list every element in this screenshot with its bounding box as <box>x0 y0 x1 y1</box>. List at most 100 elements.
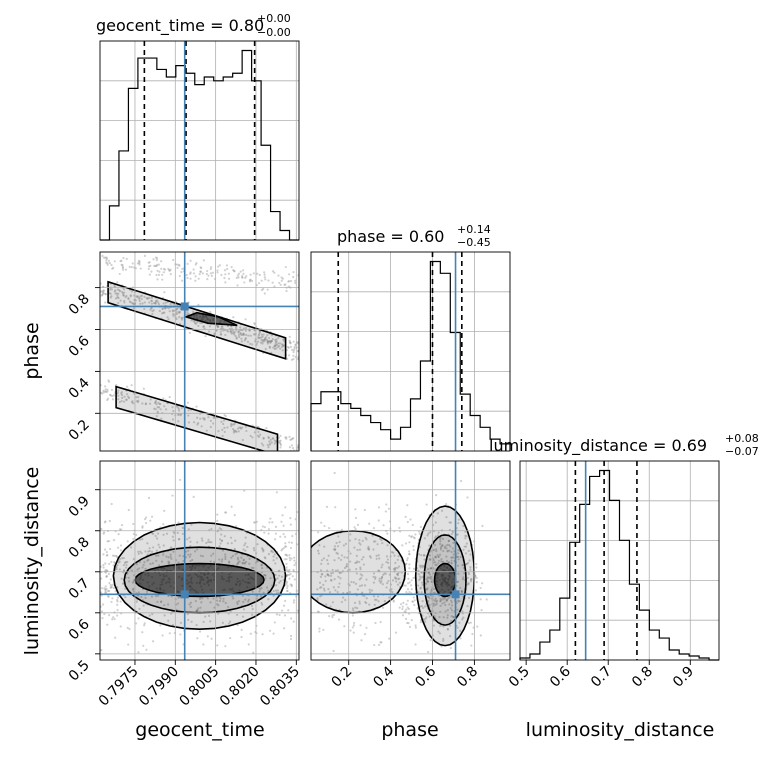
sample-luminosity-distance-vs-phase-219 <box>467 582 470 586</box>
sample-luminosity-distance-vs-phase-828 <box>434 556 437 559</box>
sample-luminosity-distance-vs-geocent-time-511 <box>182 555 185 558</box>
sample-luminosity-distance-vs-geocent-time-324 <box>220 539 223 542</box>
sample-luminosity-distance-vs-geocent-time-224 <box>251 607 254 611</box>
sample-luminosity-distance-vs-phase-331 <box>457 599 460 602</box>
sample-phase-vs-geocent-time-652 <box>230 325 233 328</box>
sample-phase-vs-geocent-time-733 <box>157 302 161 306</box>
sample-luminosity-distance-vs-phase-361 <box>406 621 409 625</box>
sample-luminosity-distance-vs-geocent-time-877 <box>259 588 262 591</box>
sample-luminosity-distance-vs-geocent-time-366 <box>105 574 108 578</box>
sample-luminosity-distance-vs-phase-74 <box>317 552 320 555</box>
sample-luminosity-distance-vs-phase-211 <box>395 580 398 583</box>
sample-phase-vs-geocent-time-827 <box>109 393 112 396</box>
sample-phase-vs-geocent-time-151 <box>236 274 239 277</box>
sample-luminosity-distance-vs-phase-690 <box>358 602 361 605</box>
sample-phase-vs-geocent-time-363 <box>148 296 151 299</box>
sample-luminosity-distance-vs-geocent-time-567 <box>109 547 112 551</box>
sample-luminosity-distance-vs-phase-527 <box>372 572 376 575</box>
sample-luminosity-distance-vs-phase-468 <box>421 583 424 587</box>
sample-phase-vs-geocent-time-713 <box>267 436 270 440</box>
sample-luminosity-distance-vs-phase-44 <box>322 557 326 560</box>
sample-phase-vs-geocent-time-702 <box>167 267 170 270</box>
sample-luminosity-distance-vs-geocent-time-769 <box>188 536 191 539</box>
sample-luminosity-distance-vs-phase-792 <box>386 582 389 585</box>
sample-phase-vs-geocent-time-253 <box>143 295 146 298</box>
sample-phase-vs-geocent-time-281 <box>280 276 283 279</box>
sample-luminosity-distance-vs-geocent-time-342 <box>158 546 161 549</box>
sample-luminosity-distance-vs-phase-568 <box>333 471 336 475</box>
sample-phase-vs-geocent-time-370 <box>189 259 192 262</box>
sample-phase-vs-geocent-time-834 <box>277 336 280 339</box>
sample-phase-vs-geocent-time-9 <box>185 273 188 277</box>
sample-luminosity-distance-vs-phase-583 <box>437 555 440 559</box>
sample-phase-vs-geocent-time-753 <box>273 347 276 351</box>
sample-luminosity-distance-vs-phase-170 <box>450 556 453 559</box>
sample-phase-vs-geocent-time-208 <box>154 401 157 404</box>
sample-luminosity-distance-vs-geocent-time-842 <box>178 538 181 541</box>
sample-phase-vs-geocent-time-780 <box>109 292 112 295</box>
sample-luminosity-distance-vs-geocent-time-639 <box>293 564 296 567</box>
sample-luminosity-distance-vs-phase-194 <box>434 555 437 558</box>
sample-luminosity-distance-vs-phase-596 <box>368 522 371 525</box>
sample-luminosity-distance-vs-phase-47 <box>331 568 334 572</box>
sample-luminosity-distance-vs-geocent-time-337 <box>152 532 155 535</box>
sample-luminosity-distance-vs-geocent-time-130 <box>138 560 141 564</box>
sample-luminosity-distance-vs-phase-241 <box>343 556 346 559</box>
sample-phase-vs-geocent-time-120 <box>273 345 276 348</box>
sample-phase-vs-geocent-time-130 <box>103 256 106 259</box>
sample-luminosity-distance-vs-geocent-time-125 <box>124 587 127 590</box>
sample-luminosity-distance-vs-phase-485 <box>461 564 464 567</box>
sample-luminosity-distance-vs-phase-663 <box>368 555 372 558</box>
sample-luminosity-distance-vs-phase-448 <box>354 561 357 565</box>
sample-phase-vs-geocent-time-681 <box>296 342 299 345</box>
sample-luminosity-distance-vs-geocent-time-471 <box>142 563 145 567</box>
sample-phase-vs-geocent-time-72 <box>199 417 202 420</box>
sample-phase-vs-geocent-time-290 <box>279 442 282 445</box>
sample-luminosity-distance-vs-geocent-time-443 <box>127 508 130 512</box>
sample-phase-vs-geocent-time-110 <box>237 272 241 275</box>
sample-phase-vs-geocent-time-161 <box>291 446 295 450</box>
sample-phase-vs-geocent-time-362 <box>162 397 165 400</box>
sample-phase-vs-geocent-time-738 <box>207 416 210 419</box>
xtick-label-phase-0: 0.2 <box>328 664 355 691</box>
sample-luminosity-distance-vs-phase-427 <box>356 523 360 526</box>
sample-luminosity-distance-vs-geocent-time-116 <box>206 597 209 600</box>
sample-luminosity-distance-vs-phase-135 <box>459 586 462 589</box>
sample-luminosity-distance-vs-phase-165 <box>408 590 411 594</box>
sample-phase-vs-geocent-time-8 <box>199 270 202 273</box>
sample-luminosity-distance-vs-phase-644 <box>461 618 464 621</box>
sample-luminosity-distance-vs-phase-753 <box>425 588 428 591</box>
sample-luminosity-distance-vs-geocent-time-14 <box>118 560 121 563</box>
sample-phase-vs-geocent-time-310 <box>160 267 163 270</box>
sample-luminosity-distance-vs-geocent-time-5 <box>146 559 149 562</box>
sample-phase-vs-geocent-time-159 <box>245 429 248 433</box>
sample-luminosity-distance-vs-geocent-time-672 <box>282 604 286 607</box>
sample-phase-vs-geocent-time-435 <box>195 261 198 265</box>
sample-luminosity-distance-vs-geocent-time-408 <box>142 644 145 647</box>
panel-2d-luminosity-distance-vs-phase <box>311 471 488 654</box>
xlabel-luminosity-distance: luminosity_distance <box>526 719 715 741</box>
sample-luminosity-distance-vs-geocent-time-447 <box>165 555 168 558</box>
sample-luminosity-distance-vs-phase-674 <box>438 632 442 635</box>
sample-luminosity-distance-vs-phase-578 <box>408 541 411 544</box>
sample-luminosity-distance-vs-phase-871 <box>417 572 420 576</box>
sample-phase-vs-geocent-time-895 <box>212 416 215 419</box>
sample-phase-vs-geocent-time-136 <box>233 270 236 273</box>
sample-luminosity-distance-vs-phase-575 <box>409 584 413 587</box>
sample-luminosity-distance-vs-phase-143 <box>426 587 429 590</box>
sample-luminosity-distance-vs-phase-338 <box>456 564 460 567</box>
sample-luminosity-distance-vs-phase-817 <box>439 599 442 603</box>
sample-phase-vs-geocent-time-489 <box>177 311 181 315</box>
sample-luminosity-distance-vs-geocent-time-706 <box>103 531 106 534</box>
sample-phase-vs-geocent-time-626 <box>171 406 174 409</box>
sample-phase-vs-geocent-time-326 <box>264 278 267 281</box>
sample-phase-vs-geocent-time-824 <box>147 267 150 271</box>
sample-luminosity-distance-vs-geocent-time-687 <box>246 545 249 549</box>
sample-phase-vs-geocent-time-350 <box>281 349 284 352</box>
sample-luminosity-distance-vs-phase-86 <box>337 618 341 621</box>
sample-phase-vs-geocent-time-318 <box>136 262 139 265</box>
sample-luminosity-distance-vs-geocent-time-615 <box>243 544 246 547</box>
sample-phase-vs-geocent-time-511 <box>120 391 123 394</box>
title-phase: phase = 0.60 <box>337 227 444 246</box>
sample-luminosity-distance-vs-phase-257 <box>322 583 325 587</box>
